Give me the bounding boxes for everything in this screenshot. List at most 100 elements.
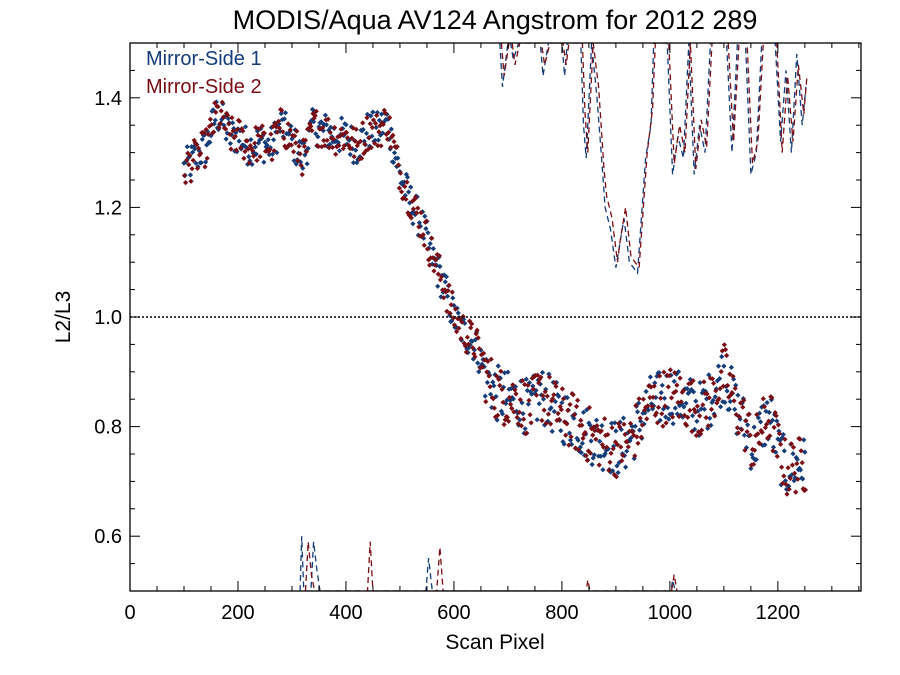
data-point <box>555 410 561 417</box>
data-point <box>777 437 783 443</box>
legend-item-mirror-side-1: Mirror-Side 1 <box>146 48 262 70</box>
data-point <box>315 134 321 140</box>
data-point <box>193 142 199 148</box>
data-point <box>291 158 297 164</box>
data-point <box>778 482 784 488</box>
data-point <box>543 386 549 392</box>
data-point <box>548 405 554 411</box>
data-point <box>692 426 698 432</box>
data-point <box>336 142 342 149</box>
data-point <box>281 135 287 142</box>
data-point <box>681 404 687 410</box>
data-point <box>327 129 333 136</box>
data-point <box>273 124 279 130</box>
data-point <box>330 136 337 142</box>
data-point <box>694 403 700 409</box>
data-point <box>475 335 481 341</box>
data-point <box>581 431 587 437</box>
data-point <box>319 120 325 126</box>
data-point <box>226 121 232 127</box>
data-point <box>568 434 574 440</box>
data-point <box>440 289 446 295</box>
data-point <box>543 420 549 426</box>
data-point <box>438 274 445 280</box>
data-point <box>490 379 496 385</box>
data-point <box>326 145 332 151</box>
data-point <box>203 126 209 133</box>
data-point <box>701 379 707 385</box>
data-point <box>198 160 204 166</box>
data-point <box>376 117 382 123</box>
data-point <box>302 152 308 158</box>
data-point <box>304 161 310 167</box>
data-point <box>311 119 317 125</box>
data-point <box>293 161 299 167</box>
data-point <box>589 426 595 432</box>
data-point <box>757 441 763 447</box>
data-point <box>233 147 239 153</box>
data-point <box>782 436 788 442</box>
data-point <box>443 289 449 295</box>
data-point <box>225 115 231 122</box>
data-point <box>523 376 529 382</box>
data-point <box>467 318 473 324</box>
data-point <box>362 141 368 147</box>
data-point <box>378 143 384 149</box>
data-point <box>546 374 553 380</box>
x-tick-label: 200 <box>221 602 254 624</box>
data-point <box>646 383 652 389</box>
data-point <box>724 388 730 394</box>
data-point <box>636 396 642 402</box>
data-point <box>258 134 264 140</box>
data-point <box>301 143 307 149</box>
data-point <box>416 224 422 230</box>
data-point <box>341 143 347 149</box>
data-point <box>484 369 490 375</box>
data-point <box>558 428 564 434</box>
data-point <box>336 148 343 154</box>
data-point <box>205 131 211 137</box>
data-point <box>700 387 706 393</box>
data-point <box>350 160 357 166</box>
data-point <box>633 402 639 409</box>
data-point <box>325 143 331 150</box>
data-point <box>415 205 421 211</box>
data-point <box>380 121 386 128</box>
data-point <box>702 388 709 394</box>
data-point <box>611 472 617 478</box>
data-point <box>530 386 536 392</box>
data-point <box>230 128 236 134</box>
data-point <box>715 363 722 369</box>
data-point <box>423 226 429 232</box>
data-point <box>566 442 572 448</box>
data-point <box>705 425 711 431</box>
data-point <box>381 107 387 113</box>
data-point <box>790 444 797 450</box>
data-point <box>604 444 610 450</box>
data-point <box>597 438 603 444</box>
data-point <box>229 115 235 121</box>
data-point <box>203 159 209 165</box>
data-point <box>513 391 519 397</box>
data-point <box>706 372 712 378</box>
data-point <box>517 397 523 403</box>
data-point <box>385 116 391 122</box>
data-point <box>284 144 290 150</box>
data-point <box>739 427 745 433</box>
data-point <box>551 392 557 398</box>
data-point <box>402 183 408 190</box>
data-point <box>328 124 334 130</box>
data-point <box>613 428 619 434</box>
data-point <box>692 409 698 415</box>
data-point <box>211 129 217 135</box>
x-axis-label: Scan Pixel <box>445 631 544 654</box>
data-point <box>276 125 283 131</box>
data-point <box>446 282 452 288</box>
data-point <box>539 369 546 376</box>
data-point <box>455 316 461 322</box>
data-point <box>537 381 543 387</box>
data-point <box>403 171 409 177</box>
data-point <box>684 422 690 428</box>
data-point <box>334 144 340 150</box>
data-point <box>589 461 595 468</box>
